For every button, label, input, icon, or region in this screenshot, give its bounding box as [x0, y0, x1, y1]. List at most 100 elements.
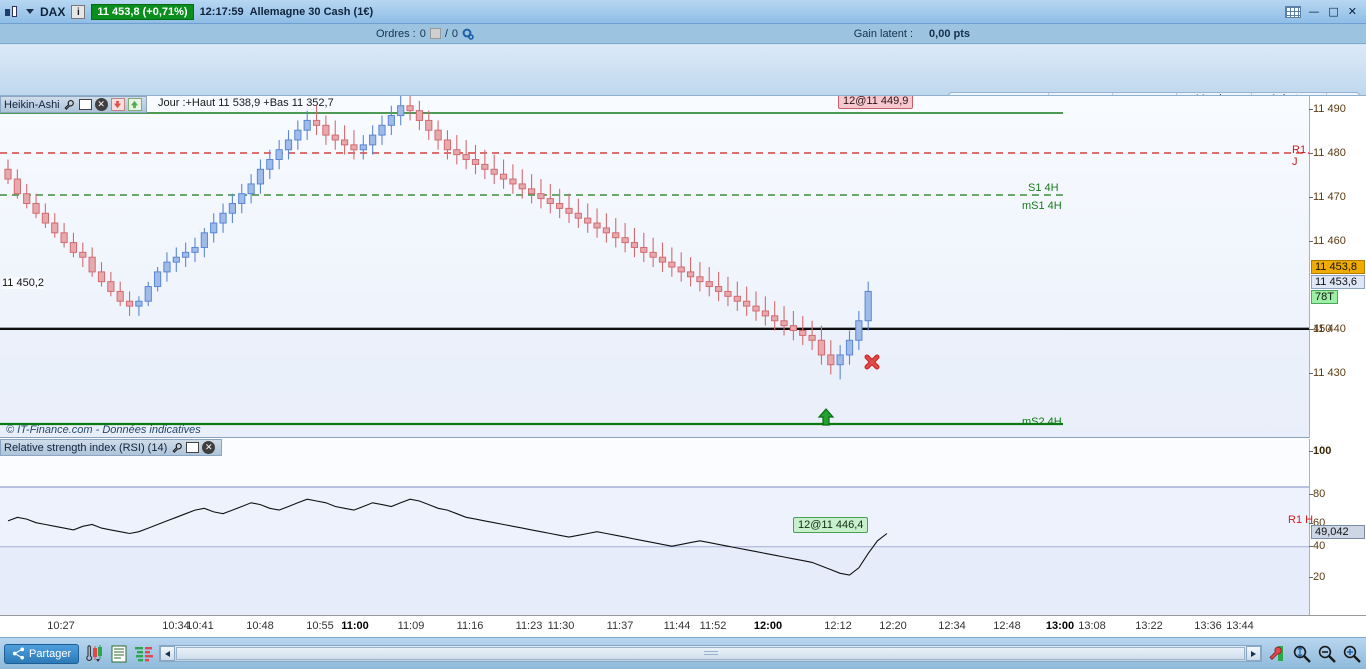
maximize-button[interactable]: □ — [1328, 5, 1339, 18]
bid-price-highlight: 11 453,6 — [1311, 275, 1365, 289]
orders-label: Ordres : — [376, 27, 416, 40]
rsi-pane[interactable]: Relative strength index (RSI) (14) ✕ — [0, 439, 1310, 616]
time-tick: 10:34 — [162, 620, 190, 632]
share-button[interactable]: Partager — [4, 643, 80, 664]
orders-list-icon[interactable] — [429, 28, 441, 39]
status-bar: Partager — [0, 638, 1366, 669]
chart-settings-icon[interactable] — [1267, 644, 1287, 664]
depth-of-market-icon[interactable] — [134, 644, 154, 664]
time-tick: 11:37 — [606, 620, 634, 632]
orders-bar: Ordres : 0 / 0 Gain latent : 0,00 pts — [0, 24, 1366, 44]
layout-grid-icon[interactable] — [1285, 5, 1302, 18]
price-tick: 11 470 — [1309, 191, 1346, 203]
price-axis[interactable]: 11 490 11 480 11 470 11 460 450 11 440 1… — [1308, 96, 1366, 438]
positions-count: 0 — [451, 27, 459, 40]
close-pane-icon[interactable]: ✕ — [94, 98, 108, 111]
gear-icon[interactable] — [462, 28, 474, 40]
time-tick: 10:27 — [47, 620, 75, 632]
time-tick: 10:55 — [306, 620, 334, 632]
scroll-thumb[interactable] — [176, 647, 1245, 660]
price-pane-header: Heikin-Ashi ✕ — [0, 96, 147, 113]
scroll-left-button[interactable] — [160, 646, 176, 661]
sell-order-tag[interactable]: 12@11 449,9 — [838, 96, 914, 109]
time-tick: 12:12 — [824, 620, 852, 632]
thermometer-candle-icon[interactable] — [84, 644, 104, 664]
rsi-current-value: 49,042 — [1311, 525, 1365, 539]
level-label-s1-4h: S1 4H — [1028, 182, 1059, 194]
time-tick: 12:00 — [753, 620, 783, 632]
symbol-dropdown-icon[interactable] — [26, 9, 34, 14]
wrench-icon[interactable] — [63, 98, 76, 111]
latent-gain-value: 0,00 pts — [929, 27, 970, 40]
rsi-pane-title: Relative strength index (RSI) (14) — [4, 441, 168, 454]
time-tick: 11:09 — [397, 620, 425, 632]
info-button[interactable]: i — [71, 4, 86, 19]
time-tick: 11:44 — [663, 620, 691, 632]
time-tick: 13:08 — [1078, 620, 1106, 632]
level-label-ms1-4h: mS1 4H — [1022, 200, 1062, 212]
price-tick: 11 490 — [1309, 103, 1346, 115]
move-down-icon[interactable] — [110, 98, 125, 111]
time-tick: 12:34 — [938, 620, 966, 632]
chart-horizontal-scrollbar[interactable] — [159, 645, 1262, 662]
price-tick: 11 480 — [1309, 147, 1346, 159]
last-price-highlight: 11 453,8 — [1311, 260, 1365, 274]
zoom-fit-icon[interactable] — [1292, 644, 1312, 664]
time-tick: 13:36 — [1194, 620, 1222, 632]
close-button[interactable]: ✕ — [1347, 5, 1357, 18]
chart-area: Heikin-Ashi ✕ Jour :+Haut 11 538,9 +Bas … — [0, 95, 1366, 616]
level-label-r1-h: R1 H — [1288, 514, 1314, 526]
maximize-pane-icon[interactable] — [78, 99, 92, 110]
price-tick: 11 430 — [1309, 367, 1346, 379]
rsi-tick: 80 — [1308, 488, 1326, 500]
level-label-ms2-4h: mS2 4H — [1022, 416, 1062, 428]
quote-time: 12:17:59 — [199, 5, 244, 18]
time-tick: 10:48 — [246, 620, 274, 632]
latent-gain-label: Gain latent : — [853, 27, 914, 40]
buy-order-tag[interactable]: 12@11 446,4 — [793, 517, 869, 533]
rsi-axis[interactable]: 100 80 60 40 20 49,042 — [1308, 439, 1366, 616]
zoom-out-icon[interactable] — [1317, 644, 1337, 664]
chart-toolbar: 200 unités 100 (x) ticks — [0, 45, 1366, 138]
time-axis[interactable]: 10:27 10:34 10:41 10:48 10:55 11:00 11:09 11:16… — [0, 615, 1366, 638]
price-tick: 11 440 — [1309, 323, 1346, 335]
price-pane[interactable]: Heikin-Ashi ✕ Jour :+Haut 11 538,9 +Bas … — [0, 96, 1310, 438]
report-icon[interactable] — [109, 644, 129, 664]
move-up-icon[interactable] — [127, 98, 142, 111]
watermark: © IT-Finance.com - Données indicatives — [6, 424, 201, 436]
rsi-tick: 20 — [1308, 571, 1326, 583]
wrench-icon[interactable] — [170, 441, 183, 454]
time-tick: 12:20 — [879, 620, 907, 632]
time-tick: 11:16 — [456, 620, 484, 632]
rsi-chart-svg — [0, 439, 1309, 616]
time-tick: 11:00 — [341, 620, 369, 632]
time-tick: 11:52 — [699, 620, 727, 632]
title-bar: DAX i 11 453,8 (+0,71%) 12:17:59 Allemag… — [0, 0, 1366, 24]
share-label: Partager — [29, 647, 72, 660]
price-chart-svg — [0, 96, 1309, 437]
zoom-in-icon[interactable] — [1342, 644, 1362, 664]
time-tick: 11:30 — [547, 620, 575, 632]
price-tick: 11 460 — [1309, 235, 1346, 247]
orders-separator: / — [444, 27, 448, 40]
orders-count: 0 — [419, 27, 426, 40]
scroll-right-button[interactable] — [1246, 646, 1261, 661]
countdown-highlight: 78T — [1311, 290, 1338, 304]
close-pane-icon[interactable]: ✕ — [202, 441, 216, 454]
time-tick: 11:23 — [515, 620, 543, 632]
rsi-tick: 100 — [1308, 445, 1332, 457]
level-label-r1-j: R1 J — [1292, 144, 1307, 168]
time-tick: 13:44 — [1226, 620, 1254, 632]
maximize-pane-icon[interactable] — [186, 442, 200, 453]
rsi-pane-header: Relative strength index (RSI) (14) ✕ — [0, 439, 222, 456]
buy-order-marker — [817, 408, 835, 426]
minimize-button[interactable]: — — [1308, 5, 1320, 18]
time-tick: 13:00 — [1045, 620, 1075, 632]
chart-symbol-icon — [4, 5, 20, 19]
last-price-line-label: 11 450,2 — [2, 277, 45, 289]
last-price-badge: 11 453,8 (+0,71%) — [91, 3, 194, 20]
instrument-name: Allemagne 30 Cash (1€) — [249, 5, 374, 18]
rsi-tick: 40 — [1308, 540, 1326, 552]
day-high-low-stats: Jour :+Haut 11 538,9 +Bas 11 352,7 — [158, 97, 334, 109]
time-tick: 12:48 — [993, 620, 1021, 632]
